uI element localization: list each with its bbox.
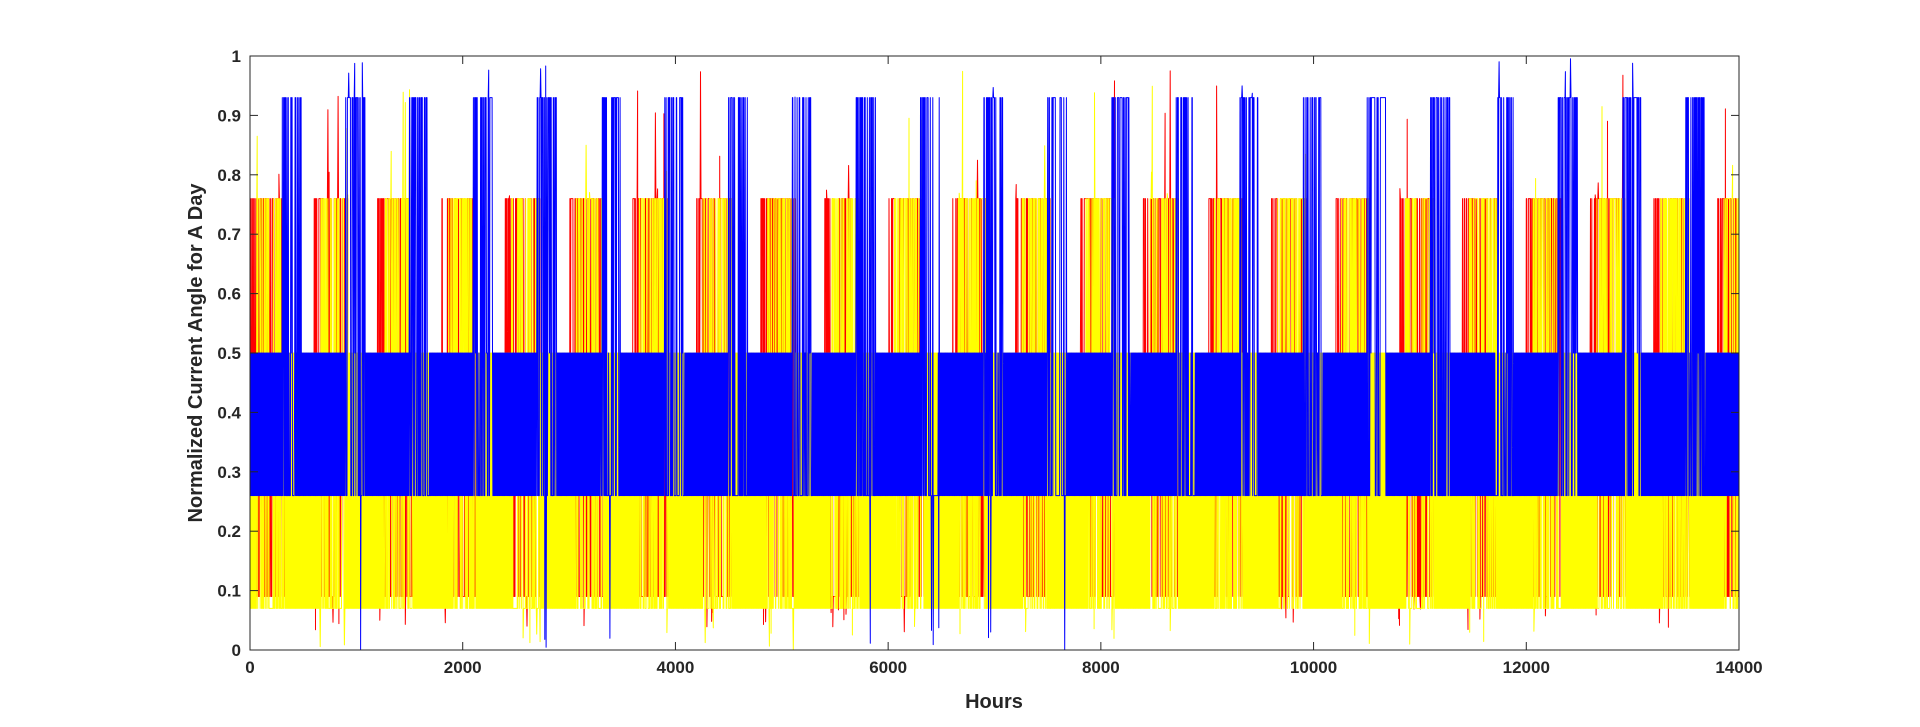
y-axis-title: Normalized Current Angle for A Day: [185, 183, 207, 523]
y-tick-label: 0.3: [217, 463, 241, 482]
x-tick-label: 8000: [1082, 658, 1120, 677]
x-tick-label: 14000: [1715, 658, 1762, 677]
y-tick-label: 0.1: [217, 582, 241, 601]
y-tick-label: 0.7: [217, 225, 241, 244]
y-tick-label: 0.2: [217, 522, 241, 541]
y-tick-label: 0.9: [217, 106, 241, 125]
x-tick-label: 0: [245, 658, 254, 677]
x-tick-label: 10000: [1290, 658, 1337, 677]
tick-layer: 0 2000 4000 6000 8000 10000 12000 14000 0 0.1 0.2 0…: [217, 47, 1762, 677]
x-tick-label: 4000: [657, 658, 695, 677]
y-tick-label: 0: [232, 641, 241, 660]
y-tick-label: 0.5: [217, 344, 241, 363]
x-tick-label: 12000: [1503, 658, 1550, 677]
x-tick-label: 2000: [444, 658, 482, 677]
x-axis-title: Hours: [965, 691, 1023, 713]
series-line-3: [249, 58, 1740, 651]
y-tick-label: 1: [232, 47, 241, 66]
x-tick-label: 6000: [869, 658, 907, 677]
y-tick-label: 0.4: [217, 403, 241, 422]
y-tick-label: 0.8: [217, 166, 241, 185]
y-tick-label: 0.6: [217, 285, 241, 304]
series-layer: [249, 58, 1740, 651]
